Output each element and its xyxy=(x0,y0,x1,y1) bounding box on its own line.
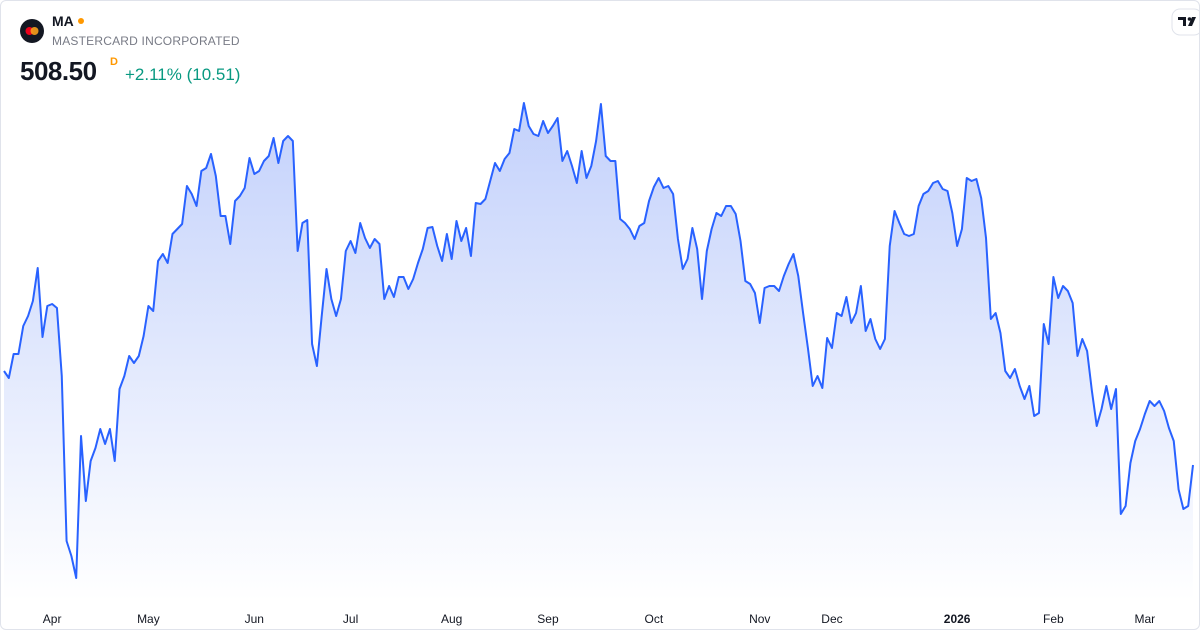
symbol-logo xyxy=(20,19,44,43)
x-tick-label: Aug xyxy=(441,612,462,626)
x-tick-label: Sep xyxy=(537,612,559,626)
tradingview-logo[interactable] xyxy=(1171,8,1200,36)
symbol[interactable]: MA xyxy=(52,13,74,29)
x-tick-label: Mar xyxy=(1135,612,1156,626)
x-tick-label: 2026 xyxy=(944,612,971,626)
price-line xyxy=(3,102,1194,579)
last-price: 508.50 xyxy=(20,56,97,86)
status-dot xyxy=(78,18,84,24)
price-change: +2.11% (10.51) xyxy=(125,65,241,84)
company-name: MASTERCARD INCORPORATED xyxy=(52,34,240,48)
x-tick-label: May xyxy=(137,612,160,626)
area-fill xyxy=(4,103,1193,601)
interval-flag: D xyxy=(110,56,118,68)
x-tick-label: Apr xyxy=(43,612,62,626)
x-tick-label: Nov xyxy=(749,612,770,626)
x-tick-label: Oct xyxy=(645,612,664,626)
x-tick-label: Dec xyxy=(821,612,842,626)
x-tick-label: Jun xyxy=(245,612,264,626)
x-tick-label: Jul xyxy=(343,612,358,626)
x-tick-label: Feb xyxy=(1043,612,1064,626)
